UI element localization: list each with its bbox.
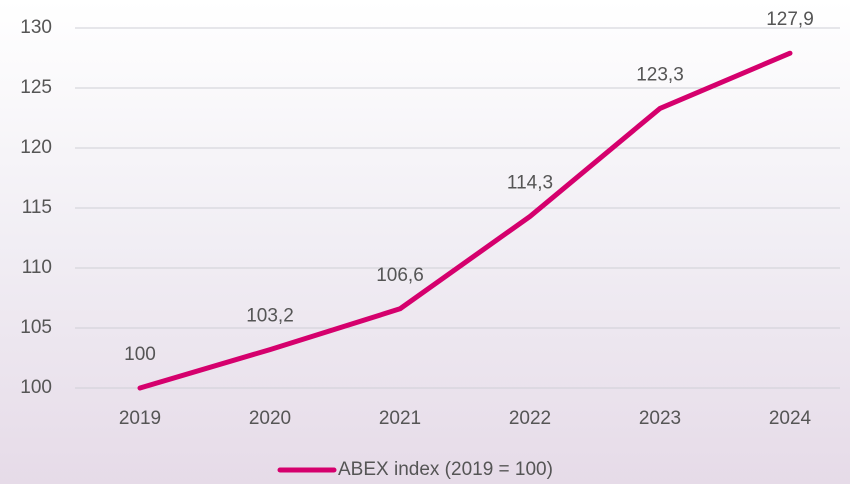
x-tick-label: 2019 xyxy=(119,408,161,429)
x-tick-label: 2023 xyxy=(639,408,681,429)
data-label: 123,3 xyxy=(636,64,684,85)
data-label: 114,3 xyxy=(507,172,553,193)
x-tick-label: 2024 xyxy=(769,408,812,429)
legend-label: ABEX index (2019 = 100) xyxy=(338,459,553,480)
y-tick-label: 125 xyxy=(20,77,52,98)
y-tick-label: 105 xyxy=(20,317,52,338)
y-tick-label: 110 xyxy=(22,257,52,278)
x-tick-label: 2021 xyxy=(379,408,421,429)
y-tick-label: 115 xyxy=(22,197,52,218)
x-tick-label: 2022 xyxy=(509,408,551,429)
data-label: 103,2 xyxy=(246,306,294,327)
data-label: 100 xyxy=(124,344,156,365)
data-line xyxy=(137,50,793,391)
data-label: 127,9 xyxy=(766,9,814,30)
data-label: 106,6 xyxy=(376,265,424,286)
y-tick-label: 100 xyxy=(20,377,52,398)
y-tick-label: 130 xyxy=(20,17,52,38)
x-tick-label: 2020 xyxy=(249,408,291,429)
y-tick-label: 120 xyxy=(20,137,52,158)
